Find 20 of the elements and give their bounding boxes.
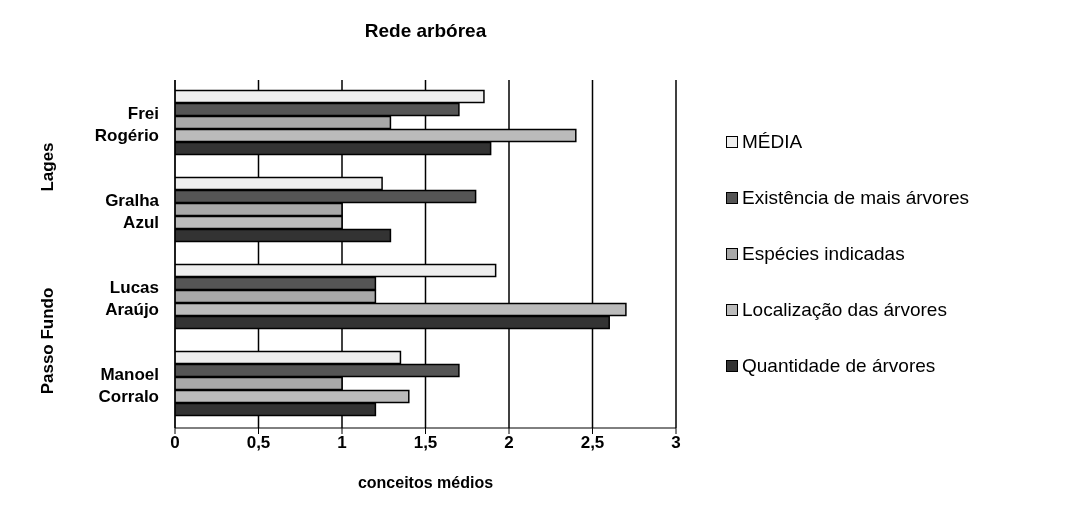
text: Lages [38,142,58,192]
y-tick-label: Lucas Araújo [105,277,159,319]
x-tick-label: 2,5 [580,433,605,453]
y-tick-label: Frei Rogério [94,103,159,145]
y-tick-label: Gralha Azul [105,190,160,232]
legend-label: Quantidade de árvores [742,355,936,377]
chart-title: Rede arbórea [363,20,488,42]
x-tick-label: 3 [671,433,681,453]
legend-label: Localização das árvores [742,299,947,321]
legend-label: Espécies indicadas [742,243,905,265]
legend-label: MÉDIA [742,131,803,153]
legend-label: Existência de mais árvores [742,187,970,209]
x-tick-label: 0 [170,433,180,453]
x-axis-title: conceitos médios [357,474,494,491]
text: Passo Fundo [38,287,58,395]
x-tick-label: 1 [337,433,347,453]
x-tick-label: 2 [504,433,514,453]
x-tick-label: 0,5 [246,433,271,453]
y-tick-label: Manoel Corralo [98,364,159,406]
x-tick-label: 1,5 [413,433,438,453]
